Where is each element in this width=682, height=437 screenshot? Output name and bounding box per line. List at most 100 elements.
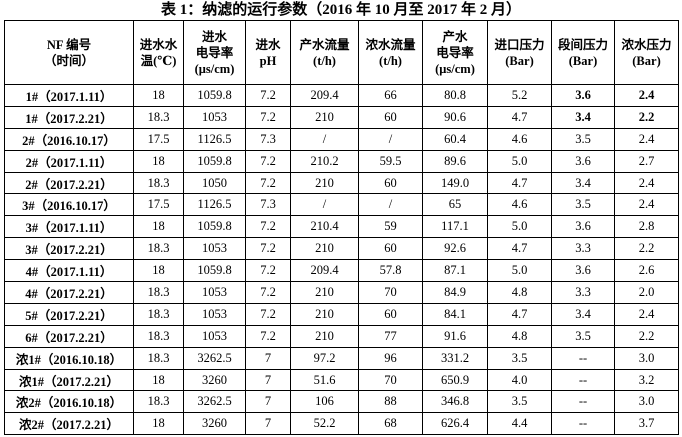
cell: 5.0 (487, 215, 552, 239)
table-row: 4#（2017.1.11） 18 1059.8 7.2 209.4 57.8 87.1 5.0… (4, 259, 679, 283)
cell: 65 (422, 193, 488, 217)
cell: 18 (133, 412, 184, 436)
cell: 51.6 (290, 368, 359, 392)
cell: 60.4 (422, 127, 488, 151)
cell: 92.6 (422, 237, 488, 261)
cell: 1053 (183, 105, 246, 129)
row-label: 浓1#（2016.10.18） (4, 346, 134, 370)
cell: 7.2 (245, 237, 291, 261)
cell: 2.2 (614, 237, 679, 261)
cell: 626.4 (422, 412, 488, 436)
row-label: 浓2#（2016.10.18） (4, 390, 134, 414)
cell: 2.2 (614, 324, 679, 348)
cell: 59.5 (358, 149, 423, 173)
cell: 3.6 (551, 259, 615, 283)
cell: 210.2 (290, 149, 359, 173)
header-line: 进水水 (139, 37, 178, 52)
cell: 18 (133, 84, 184, 107)
cell: 4.0 (487, 368, 552, 392)
cell: 3.5 (551, 324, 615, 348)
cell: 210 (290, 324, 359, 348)
table-header: NF 编号 （时间） 进水水 温(℃) 进水 电导率 (μs/cm) 进水 pH 产水流量 (t/h… (4, 20, 679, 85)
cell: 2.7 (614, 149, 679, 173)
table-row: 3#（2017.1.11） 18 1059.8 7.2 210.4 59 117.1 5.0 3… (4, 215, 679, 239)
cell: 117.1 (422, 215, 488, 239)
cell: 90.6 (422, 105, 488, 129)
cell: 4.8 (487, 281, 552, 304)
cell: 2.4 (614, 84, 679, 107)
cell: 3.7 (614, 412, 679, 436)
cell: 210 (290, 171, 359, 195)
cell: 210 (290, 105, 359, 129)
cell: 3.4 (551, 171, 615, 195)
cell: 3.6 (551, 84, 615, 107)
cell: 4.4 (487, 412, 552, 436)
header-cell: 进口压力 (Bar) (487, 20, 552, 85)
table-row: 浓1#（2017.2.21） 18 3260 7 51.6 70 650.9 4.0 -- 3.2 (4, 368, 679, 392)
row-label: 4#（2017.1.11） (4, 259, 134, 283)
cell: 18.3 (133, 324, 184, 348)
table-row: 1#（2017.2.21） 18.3 1053 7.2 210 60 90.6 4.7 3.4 2… (4, 105, 679, 129)
header-line: (t/h) (313, 53, 336, 68)
cell: 18.3 (133, 390, 184, 414)
cell: 3.5 (551, 193, 615, 217)
cell: 57.8 (358, 259, 423, 283)
cell: 7 (245, 390, 291, 414)
cell: 1059.8 (183, 259, 246, 283)
cell: 96 (358, 346, 423, 370)
cell: 3260 (183, 368, 246, 392)
header-cell: 进水 电导率 (μs/cm) (183, 20, 246, 85)
cell: 18 (133, 215, 184, 239)
cell: 1053 (183, 281, 246, 304)
header-line: （时间） (43, 53, 94, 68)
cell: 70 (358, 368, 423, 392)
cell: 18.3 (133, 302, 184, 326)
cell: 97.2 (290, 346, 359, 370)
row-label: 3#（2017.1.11） (4, 215, 134, 239)
cell: 18.3 (133, 105, 184, 129)
cell: / (358, 127, 423, 151)
cell: 7.3 (245, 127, 291, 151)
row-label: 1#（2017.2.21） (4, 105, 134, 129)
cell: 60 (358, 302, 423, 326)
header-line: 段间压力 (557, 37, 608, 52)
cell: 17.5 (133, 193, 184, 217)
cell: / (290, 193, 359, 217)
cell: 3.0 (614, 346, 679, 370)
row-label: 浓1#（2017.2.21） (4, 368, 134, 392)
header-line: 电导率 (436, 45, 474, 60)
cell: 3.5 (487, 390, 552, 414)
header-line: 产水流量 (299, 37, 350, 52)
cell: 3.3 (551, 237, 615, 261)
header-line: 浓水流量 (365, 37, 416, 52)
cell: 87.1 (422, 259, 488, 283)
cell: 3.2 (614, 368, 679, 392)
cell: 2.4 (614, 193, 679, 217)
cell: 84.1 (422, 302, 488, 326)
cell: 91.6 (422, 324, 488, 348)
header-cell: NF 编号 （时间） (4, 20, 134, 85)
table-row: 2#（2017.1.11） 18 1059.8 7.2 210.2 59.5 89.6 5.0… (4, 149, 679, 173)
cell: 7 (245, 368, 291, 392)
cell: 60 (358, 171, 423, 195)
cell: 1053 (183, 324, 246, 348)
cell: 89.6 (422, 149, 488, 173)
cell: 2.4 (614, 171, 679, 195)
table-row: 3#（2016.10.17） 17.5 1126.5 7.3//65 4.6 3.5 2.4 (4, 193, 679, 217)
cell: 66 (358, 84, 423, 107)
header-cell: 产水流量 (t/h) (290, 20, 359, 85)
table-row: 浓1#（2016.10.18） 18.3 3262.5 7 97.2 96 331.2 3.5… (4, 346, 679, 370)
header-cell: 浓水压力 (Bar) (614, 20, 679, 85)
cell: 3262.5 (183, 390, 246, 414)
row-label: 4#（2017.2.21） (4, 281, 134, 304)
cell: 4.7 (487, 237, 552, 261)
header-line: 产水 (442, 29, 468, 44)
row-label: 2#（2017.1.11） (4, 149, 134, 173)
cell: 18 (133, 259, 184, 283)
cell: 84.9 (422, 281, 488, 304)
cell: 106 (290, 390, 359, 414)
cell: 650.9 (422, 368, 488, 392)
cell: 7.2 (245, 105, 291, 129)
cell: 18.3 (133, 346, 184, 370)
cell: 7 (245, 412, 291, 436)
